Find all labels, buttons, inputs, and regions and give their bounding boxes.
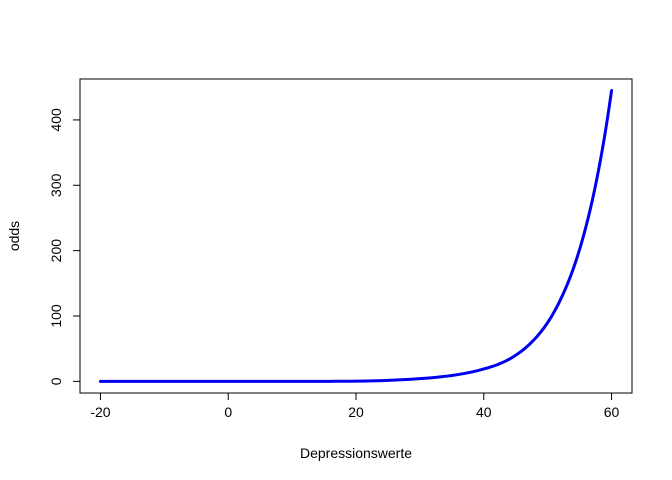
- y-tick-label: 0: [48, 377, 64, 385]
- x-tick-label: 40: [476, 404, 492, 420]
- y-axis: 0 100 200 300 400: [48, 108, 81, 385]
- y-tick-label: 100: [48, 304, 64, 328]
- x-axis-title: Depressionswerte: [300, 445, 412, 461]
- x-tick-label: 60: [604, 404, 620, 420]
- plot-frame: [79, 78, 633, 394]
- x-tick-label: -20: [90, 404, 110, 420]
- x-axis: -20 0 20 40 60: [90, 392, 620, 420]
- x-tick-label: 0: [224, 404, 232, 420]
- y-tick-label: 200: [48, 239, 64, 263]
- y-tick-label: 400: [48, 108, 64, 132]
- y-axis-title: odds: [6, 221, 22, 251]
- y-tick-label: 300: [48, 173, 64, 197]
- series-line: [98, 89, 614, 383]
- series-layer: [98, 89, 614, 383]
- x-tick-label: 20: [348, 404, 364, 420]
